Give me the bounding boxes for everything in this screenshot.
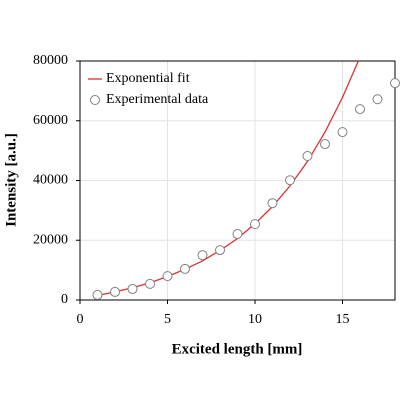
- plot-frame: [79, 60, 396, 301]
- data-point: [110, 286, 120, 297]
- y-tick-label: 80000: [33, 53, 68, 68]
- data-point: [127, 283, 138, 294]
- x-tick-label: 0: [77, 312, 84, 327]
- data-point: [320, 139, 330, 150]
- plot-area: [97, 61, 359, 297]
- legend-label: Exponential fit: [106, 71, 190, 86]
- data-point: [197, 250, 208, 261]
- x-axis-label: Excited length [mm]: [172, 341, 303, 357]
- fit-line: [97, 61, 359, 297]
- y-axis-label: Intensity [a.u.]: [3, 133, 19, 227]
- x-tick-label: 5: [164, 312, 171, 327]
- data-point: [267, 198, 278, 209]
- y-tick-label: 20000: [33, 232, 68, 247]
- y-tick-label: 40000: [33, 173, 68, 188]
- data-point: [215, 245, 225, 256]
- data-point: [372, 94, 383, 105]
- data-point: [145, 278, 155, 289]
- y-tick-label: 60000: [33, 113, 68, 128]
- data-point: [302, 151, 313, 162]
- data-point: [390, 78, 400, 89]
- x-tick-label: 15: [336, 312, 350, 327]
- data-point: [92, 289, 103, 300]
- data-point: [355, 104, 365, 115]
- data-point: [250, 219, 260, 230]
- data-point: [337, 127, 348, 138]
- legend-swatch: [90, 95, 100, 105]
- data-point: [285, 175, 295, 186]
- x-tick-label: 10: [248, 312, 262, 327]
- legend-label: Experimental data: [106, 92, 209, 107]
- data-point: [180, 263, 190, 274]
- y-tick-label: 0: [61, 292, 68, 307]
- data-point: [232, 228, 243, 239]
- data-point: [162, 271, 173, 282]
